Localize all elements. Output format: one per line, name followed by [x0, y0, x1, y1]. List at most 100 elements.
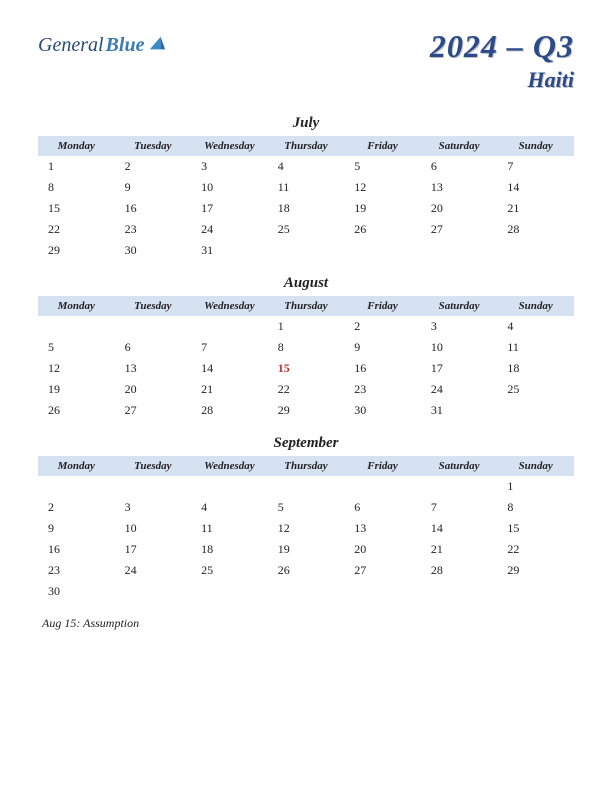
calendar-day: 18 [191, 539, 268, 560]
holiday-note: Aug 15: Assumption [38, 616, 574, 631]
day-header: Monday [38, 296, 115, 316]
calendars-container: JulyMondayTuesdayWednesdayThursdayFriday… [38, 115, 574, 602]
calendar-day [497, 581, 574, 602]
calendar-day [115, 316, 192, 337]
calendar-day: 3 [421, 316, 498, 337]
day-header: Saturday [421, 136, 498, 156]
logo: General Blue [38, 34, 166, 57]
calendar-day: 8 [38, 177, 115, 198]
calendar-day [191, 476, 268, 497]
calendar-day: 8 [268, 337, 345, 358]
calendar-day: 10 [421, 337, 498, 358]
day-header: Monday [38, 456, 115, 476]
calendar-day: 21 [497, 198, 574, 219]
calendar-day: 24 [191, 219, 268, 240]
calendar-day: 30 [115, 240, 192, 261]
calendar-row: 22232425262728 [38, 219, 574, 240]
calendar-day: 25 [191, 560, 268, 581]
calendar-day: 22 [268, 379, 345, 400]
calendar-day: 23 [38, 560, 115, 581]
calendar-day: 28 [421, 560, 498, 581]
title-block: 2024 – Q3 Haiti [430, 28, 574, 93]
calendar-day: 1 [268, 316, 345, 337]
calendar-day: 12 [344, 177, 421, 198]
calendar-day: 19 [344, 198, 421, 219]
calendar-day: 16 [38, 539, 115, 560]
day-header: Sunday [497, 296, 574, 316]
country-title: Haiti [430, 67, 574, 93]
calendar-day: 5 [268, 497, 345, 518]
calendar-row: 1234 [38, 316, 574, 337]
calendar-day: 18 [497, 358, 574, 379]
calendar-row: 9101112131415 [38, 518, 574, 539]
day-header: Thursday [268, 456, 345, 476]
calendar-day [38, 316, 115, 337]
calendar-row: 1 [38, 476, 574, 497]
month-block: August MondayTuesdayWednesdayThursdayFrid… [38, 275, 574, 421]
calendar-day: 7 [497, 156, 574, 177]
calendar-day: 21 [421, 539, 498, 560]
calendar-day: 2 [115, 156, 192, 177]
calendar-day: 2 [38, 497, 115, 518]
calendar-day: 31 [191, 240, 268, 261]
calendar-day [268, 476, 345, 497]
calendar-day: 17 [191, 198, 268, 219]
calendar-day: 3 [115, 497, 192, 518]
calendar-day: 26 [38, 400, 115, 421]
calendar-day: 11 [191, 518, 268, 539]
calendar-day: 30 [38, 581, 115, 602]
calendar-day: 16 [115, 198, 192, 219]
calendar-day: 19 [268, 539, 345, 560]
calendar-day: 13 [344, 518, 421, 539]
calendar-row: 23242526272829 [38, 560, 574, 581]
calendar-day: 9 [38, 518, 115, 539]
day-header: Wednesday [191, 296, 268, 316]
quarter-title: 2024 – Q3 [430, 28, 574, 65]
calendar-day: 9 [115, 177, 192, 198]
calendar-table: MondayTuesdayWednesdayThursdayFridaySatu… [38, 136, 574, 261]
calendar-day: 18 [268, 198, 345, 219]
calendar-table: MondayTuesdayWednesdayThursdayFridaySatu… [38, 296, 574, 421]
calendar-day: 26 [344, 219, 421, 240]
day-header: Wednesday [191, 456, 268, 476]
logo-general: General [38, 34, 104, 57]
calendar-day: 17 [421, 358, 498, 379]
calendar-day: 10 [191, 177, 268, 198]
calendar-day: 15 [497, 518, 574, 539]
calendar-day: 6 [421, 156, 498, 177]
month-name: July [38, 115, 574, 132]
calendar-day: 4 [268, 156, 345, 177]
month-name: August [38, 275, 574, 292]
day-header: Saturday [421, 456, 498, 476]
calendar-day: 25 [268, 219, 345, 240]
calendar-day: 5 [344, 156, 421, 177]
calendar-day [497, 240, 574, 261]
calendar-row: 30 [38, 581, 574, 602]
calendar-day: 15 [268, 358, 345, 379]
calendar-day: 1 [497, 476, 574, 497]
day-header: Friday [344, 296, 421, 316]
calendar-day: 12 [268, 518, 345, 539]
calendar-day [344, 581, 421, 602]
calendar-day [421, 476, 498, 497]
header: General Blue 2024 – Q3 Haiti [38, 28, 574, 93]
calendar-day: 29 [497, 560, 574, 581]
calendar-day [38, 476, 115, 497]
calendar-day: 14 [191, 358, 268, 379]
calendar-day: 27 [421, 219, 498, 240]
calendar-day: 4 [497, 316, 574, 337]
day-header: Friday [344, 136, 421, 156]
calendar-day: 20 [421, 198, 498, 219]
calendar-day: 24 [115, 560, 192, 581]
calendar-day: 30 [344, 400, 421, 421]
day-header: Friday [344, 456, 421, 476]
calendar-day [344, 476, 421, 497]
calendar-day: 9 [344, 337, 421, 358]
calendar-day: 1 [38, 156, 115, 177]
calendar-day: 19 [38, 379, 115, 400]
day-header: Tuesday [115, 296, 192, 316]
calendar-day: 7 [191, 337, 268, 358]
calendar-day: 12 [38, 358, 115, 379]
calendar-day: 27 [344, 560, 421, 581]
calendar-day: 24 [421, 379, 498, 400]
